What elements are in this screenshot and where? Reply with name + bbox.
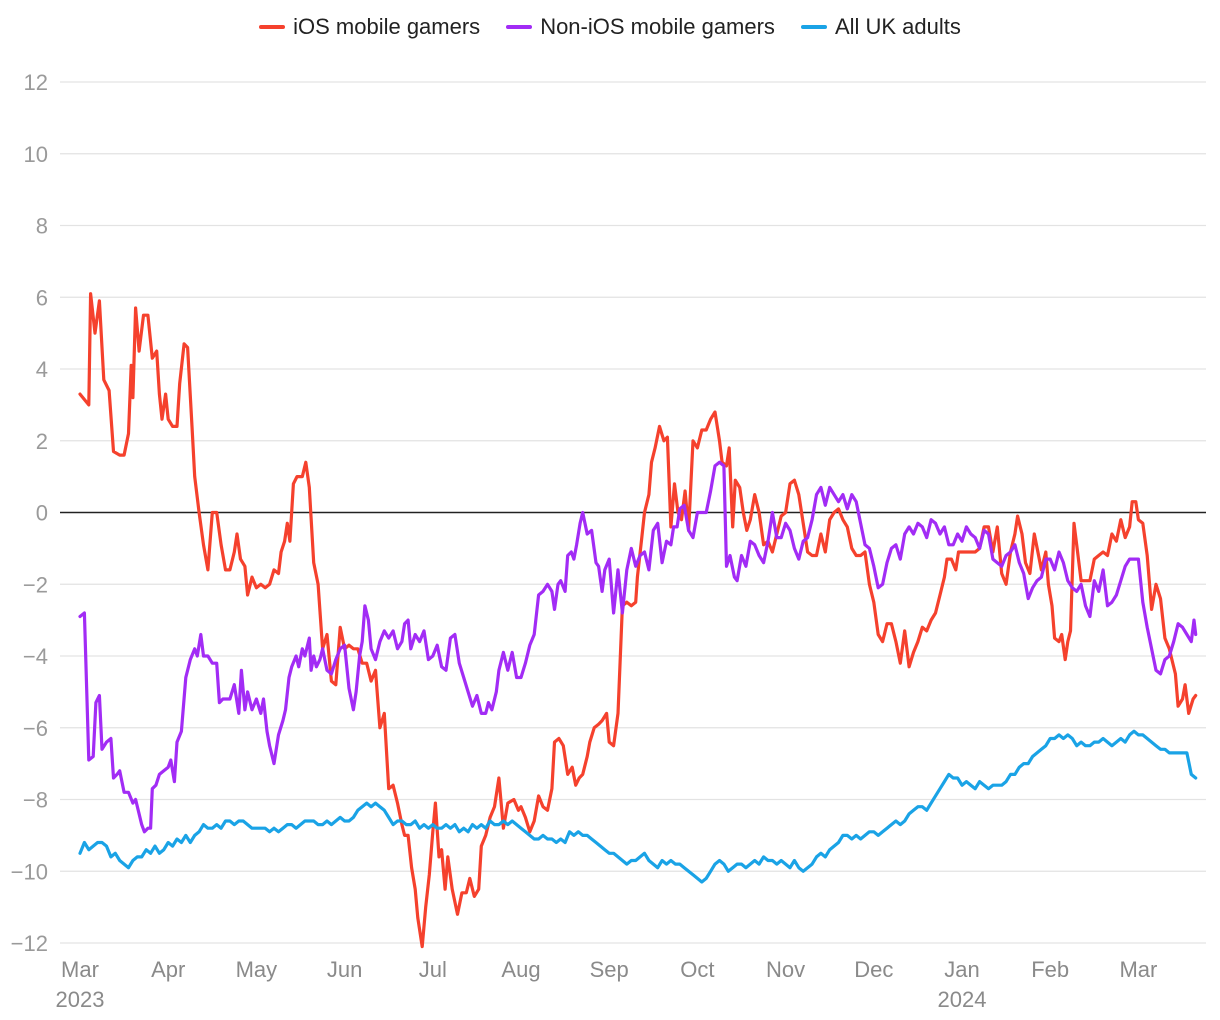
- y-tick-label: −8: [23, 788, 48, 813]
- legend: iOS mobile gamers Non-iOS mobile gamers Al…: [0, 14, 1220, 40]
- x-tick-label: Sep: [590, 957, 629, 982]
- x-tick-label: Mar: [1119, 957, 1157, 982]
- legend-label: Non-iOS mobile gamers: [540, 14, 775, 39]
- y-tick-label: 12: [24, 70, 48, 95]
- y-tick-label: 2: [36, 429, 48, 454]
- x-tick-label: Apr: [151, 957, 185, 982]
- y-tick-label: 4: [36, 357, 48, 382]
- y-tick-label: −6: [23, 716, 48, 741]
- y-tick-label: −12: [11, 931, 48, 956]
- x-tick-label: Nov: [766, 957, 805, 982]
- y-tick-label: −4: [23, 644, 48, 669]
- legend-item: Non-iOS mobile gamers: [506, 14, 775, 40]
- x-tick-year-label: 2023: [56, 987, 105, 1012]
- legend-label: iOS mobile gamers: [293, 14, 481, 39]
- x-tick-year-label: 2024: [938, 987, 987, 1012]
- series-line-all-uk-adults: [78, 729, 1198, 884]
- x-tick-label: Dec: [854, 957, 893, 982]
- y-tick-label: −10: [11, 859, 48, 884]
- y-tick-label: 10: [24, 142, 48, 167]
- legend-swatch: [259, 25, 286, 29]
- y-tick-label: −2: [23, 572, 48, 597]
- series-line-non-ios-mobile-gamers: [78, 460, 1198, 834]
- x-tick-label: Jul: [419, 957, 447, 982]
- x-tick-label: Jun: [327, 957, 362, 982]
- legend-swatch: [800, 25, 827, 29]
- x-axis-ticks: Mar 2023 Apr May Jun Jul Aug Sep Oct Nov Dec Jan 202…: [56, 957, 1158, 1012]
- x-tick-label: Jan: [944, 957, 979, 982]
- y-tick-label: 6: [36, 285, 48, 310]
- series-lines: [78, 292, 1198, 949]
- x-tick-label: Aug: [501, 957, 540, 982]
- legend-item: All UK adults: [800, 14, 961, 40]
- y-tick-label: 8: [36, 214, 48, 239]
- legend-item: iOS mobile gamers: [259, 14, 480, 40]
- x-tick-label: Mar: [61, 957, 99, 982]
- gridlines: [60, 81, 1206, 944]
- x-tick-label: May: [236, 957, 278, 982]
- legend-label: All UK adults: [834, 14, 961, 39]
- legend-swatch: [506, 25, 533, 29]
- y-axis-ticks: 12 10 8 6 4 2 0 −2 −4 −6 −8 −10 −12: [11, 70, 48, 956]
- x-tick-label: Feb: [1031, 957, 1069, 982]
- x-tick-label: Oct: [680, 957, 714, 982]
- series-line-ios-mobile-gamers: [78, 292, 1198, 949]
- y-tick-label: 0: [36, 501, 48, 526]
